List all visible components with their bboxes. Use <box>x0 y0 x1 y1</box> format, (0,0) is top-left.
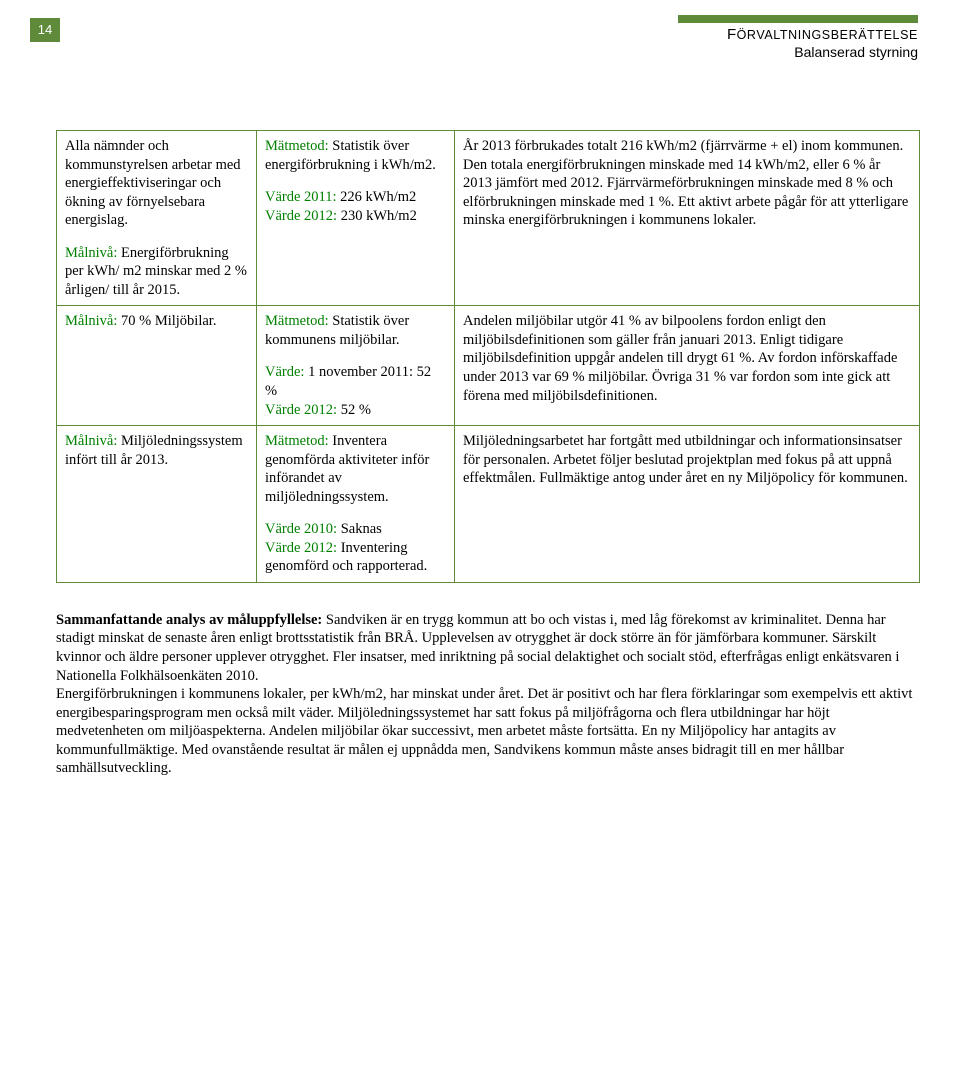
value-label: Värde 2012: <box>265 208 337 224</box>
result-text: År 2013 förbrukades totalt 216 kWh/m2 (f… <box>463 137 911 230</box>
summary-para-1: Sammanfattande analys av måluppfyllelse:… <box>56 611 920 685</box>
cell-result: År 2013 förbrukades totalt 216 kWh/m2 (f… <box>455 131 920 306</box>
value-text: 226 kWh/m2 <box>337 189 417 205</box>
metric-label: Mätmetod: <box>265 138 329 154</box>
value-line-1: Värde: 1 november 2011: 52 % <box>265 363 446 400</box>
content-area: Alla nämnder och kommunstyrelsen arbetar… <box>56 130 920 778</box>
header-title: FÖRVALTNINGSBERÄTTELSE <box>727 25 918 44</box>
goal-label: Målnivå: <box>65 313 117 329</box>
intro-text: Alla nämnder och kommunstyrelsen arbetar… <box>65 137 248 230</box>
metric-label: Mätmetod: <box>265 433 329 449</box>
metric-line: Mätmetod: Statistik över energiförbrukni… <box>265 137 446 174</box>
cell-result: Miljöledningsarbetet har fortgått med ut… <box>455 426 920 583</box>
goals-table: Alla nämnder och kommunstyrelsen arbetar… <box>56 130 920 583</box>
cell-goal: Målnivå: Miljöledningssystem infört till… <box>57 426 257 583</box>
header-title-cap: F <box>727 26 737 43</box>
value-label: Värde 2012: <box>265 540 337 556</box>
goal-line: Målnivå: Energiförbrukning per kWh/ m2 m… <box>65 244 248 300</box>
cell-metric: Mätmetod: Statistik över energiförbrukni… <box>257 131 455 306</box>
header-title-rest: ÖRVALTNINGSBERÄTTELSE <box>737 28 918 42</box>
value-line-2: Värde 2012: 230 kWh/m2 <box>265 207 446 226</box>
header-subtitle: Balanserad styrning <box>727 44 918 62</box>
goal-line: Målnivå: Miljöledningssystem infört till… <box>65 432 248 469</box>
value-text: Saknas <box>337 521 382 537</box>
value-label: Värde: <box>265 364 304 380</box>
goal-text: 70 % Miljöbilar. <box>117 313 216 329</box>
value-line-2: Värde 2012: Inventering genomförd och ra… <box>265 539 446 576</box>
value-line-1: Värde 2011: 226 kWh/m2 <box>265 188 446 207</box>
goal-label: Målnivå: <box>65 433 117 449</box>
metric-label: Mätmetod: <box>265 313 329 329</box>
table-row: Alla nämnder och kommunstyrelsen arbetar… <box>57 131 920 306</box>
result-text: Miljöledningsarbetet har fortgått med ut… <box>463 432 911 488</box>
value-line-2: Värde 2012: 52 % <box>265 401 446 420</box>
value-label: Värde 2012: <box>265 402 337 418</box>
value-label: Värde 2011: <box>265 189 337 205</box>
cell-metric: Mätmetod: Inventera genomförda aktivitet… <box>257 426 455 583</box>
result-text: Andelen miljöbilar utgör 41 % av bilpool… <box>463 312 911 405</box>
cell-metric: Mätmetod: Statistik över kommunens miljö… <box>257 306 455 426</box>
table-row: Målnivå: 70 % Miljöbilar. Mätmetod: Stat… <box>57 306 920 426</box>
metric-line: Mätmetod: Inventera genomförda aktivitet… <box>265 432 446 506</box>
summary-para-2: Energiförbrukningen i kommunens lokaler,… <box>56 685 920 778</box>
value-line-1: Värde 2010: Saknas <box>265 520 446 539</box>
value-label: Värde 2010: <box>265 521 337 537</box>
value-text: 52 % <box>337 402 371 418</box>
page-number: 14 <box>30 18 60 42</box>
summary-block: Sammanfattande analys av måluppfyllelse:… <box>56 611 920 778</box>
metric-line: Mätmetod: Statistik över kommunens miljö… <box>265 312 446 349</box>
table-row: Målnivå: Miljöledningssystem infört till… <box>57 426 920 583</box>
goal-label: Målnivå: <box>65 245 117 261</box>
summary-lead-label: Sammanfattande analys av måluppfyllelse: <box>56 612 322 628</box>
goal-line: Målnivå: 70 % Miljöbilar. <box>65 312 248 331</box>
cell-result: Andelen miljöbilar utgör 41 % av bilpool… <box>455 306 920 426</box>
value-text: 230 kWh/m2 <box>337 208 417 224</box>
header-block: FÖRVALTNINGSBERÄTTELSE Balanserad styrni… <box>727 16 918 62</box>
cell-goal: Alla nämnder och kommunstyrelsen arbetar… <box>57 131 257 306</box>
cell-goal: Målnivå: 70 % Miljöbilar. <box>57 306 257 426</box>
